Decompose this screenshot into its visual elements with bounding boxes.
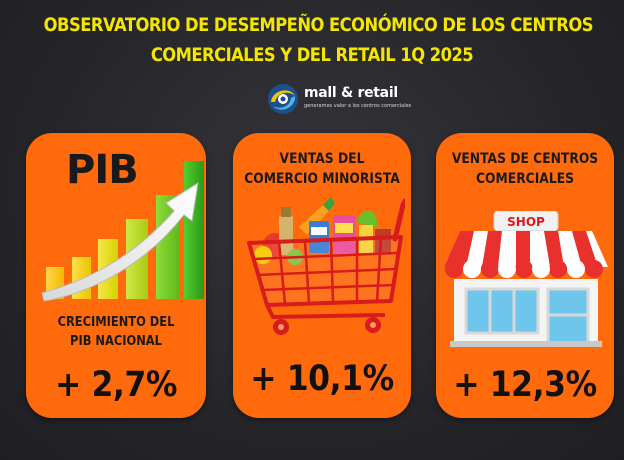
mall-sales-value: + 12,3% <box>453 365 597 405</box>
shop-sign-text: SHOP <box>507 215 545 229</box>
growth-bar-chart-icon <box>41 161 204 302</box>
shopping-cart-icon <box>247 197 405 335</box>
pib-subtitle-line-2: PIB NACIONAL <box>70 334 162 349</box>
brand-name: mall & retail <box>304 85 398 101</box>
pib-card: PIB CRECIMIENTO DEL PIB NACIONAL + 2,7% <box>26 133 206 418</box>
page-title-line-1: OBSERVATORIO DE DESEMPEÑO ECONÓMICO DE L… <box>43 14 594 36</box>
retail-sales-title-line-1: VENTAS DEL <box>279 151 365 167</box>
pib-subtitle: CRECIMIENTO DEL PIB NACIONAL <box>37 313 195 351</box>
storefront-icon: SHOP <box>444 211 608 347</box>
mall-sales-card: VENTAS DE CENTROS COMERCIALES SHOP <box>436 133 614 418</box>
swirl-logo-icon <box>268 84 298 114</box>
growth-arrow <box>41 181 199 302</box>
retail-sales-card: VENTAS DEL COMERCIO MINORISTA <box>233 133 411 418</box>
growth-bar-6 <box>184 161 204 299</box>
retail-sales-title: VENTAS DEL COMERCIO MINORISTA <box>244 149 401 189</box>
pib-value: + 2,7% <box>54 365 178 405</box>
page-title-line-2: COMERCIALES Y DEL RETAIL 1Q 2025 <box>150 44 474 66</box>
brand-tagline: generamos valor a los centros comerciale… <box>304 103 412 109</box>
mall-sales-title-line-1: VENTAS DE CENTROS <box>451 151 599 167</box>
pib-heading: PIB <box>66 147 139 193</box>
brand-logo: mall & retail generamos valor a los cent… <box>266 82 416 116</box>
mall-sales-title-line-2: COMERCIALES <box>476 171 574 187</box>
retail-sales-title-line-2: COMERCIO MINORISTA <box>244 171 400 187</box>
pib-subtitle-line-1: CRECIMIENTO DEL <box>57 315 175 330</box>
mall-sales-title: VENTAS DE CENTROS COMERCIALES <box>447 149 604 189</box>
page-title: OBSERVATORIO DE DESEMPEÑO ECONÓMICO DE L… <box>43 10 594 70</box>
retail-sales-value: + 10,1% <box>250 359 394 399</box>
